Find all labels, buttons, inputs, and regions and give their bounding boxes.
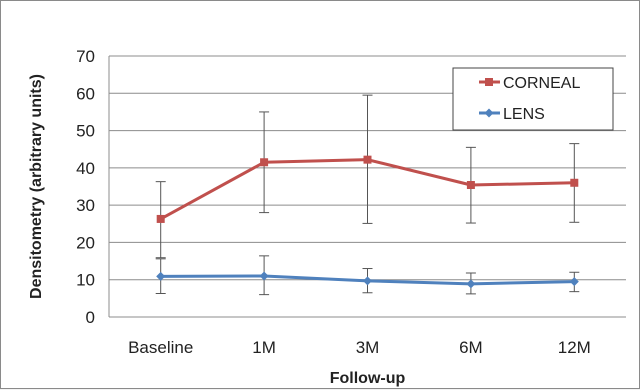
y-tick-label-70: 70	[76, 47, 95, 66]
legend-box	[452, 67, 614, 131]
x-tick-label-6m: 6M	[459, 338, 483, 357]
x-axis-title: Follow-up	[330, 370, 406, 387]
x-tick-label-12m: 12M	[558, 338, 591, 357]
y-tick-label-50: 50	[76, 122, 95, 141]
data-point-lens-0	[156, 271, 166, 281]
y-tick-label-10: 10	[76, 271, 95, 290]
data-point-corneal-0	[156, 214, 165, 223]
data-point-corneal-1	[260, 158, 269, 167]
y-tick-label-40: 40	[76, 159, 95, 178]
axis-layer: 0 10 20 30 40 50 60 70 Baseline 1M 3M 6M 12M	[76, 47, 591, 357]
series-layer	[156, 155, 579, 289]
x-tick-label-baseline: Baseline	[128, 338, 193, 357]
data-point-lens-3	[466, 279, 476, 289]
data-point-lens-4	[569, 277, 579, 287]
y-tick-label-60: 60	[76, 84, 95, 103]
data-point-corneal-3	[466, 181, 475, 190]
data-point-lens-1	[259, 271, 269, 281]
data-point-corneal-4	[570, 178, 579, 187]
data-point-corneal-2	[363, 155, 372, 164]
x-tick-label-3m: 3M	[356, 338, 380, 357]
legend: CORNEAL LENS	[452, 67, 614, 131]
legend-entry-lens: LENS	[479, 106, 545, 123]
y-tick-label-20: 20	[76, 233, 95, 252]
legend-marker-corneal	[485, 78, 493, 86]
legend-marker-lens	[484, 108, 494, 118]
y-tick-label-30: 30	[76, 196, 95, 215]
y-tick-label-0: 0	[86, 308, 95, 327]
legend-label-lens: LENS	[503, 106, 545, 123]
y-axis-title: Densitometry (arbitrary units)	[28, 74, 45, 299]
data-point-lens-2	[363, 276, 372, 286]
legend-entry-corneal: CORNEAL	[479, 75, 580, 92]
x-tick-label-1m: 1M	[252, 338, 276, 357]
legend-label-corneal: CORNEAL	[503, 75, 580, 92]
